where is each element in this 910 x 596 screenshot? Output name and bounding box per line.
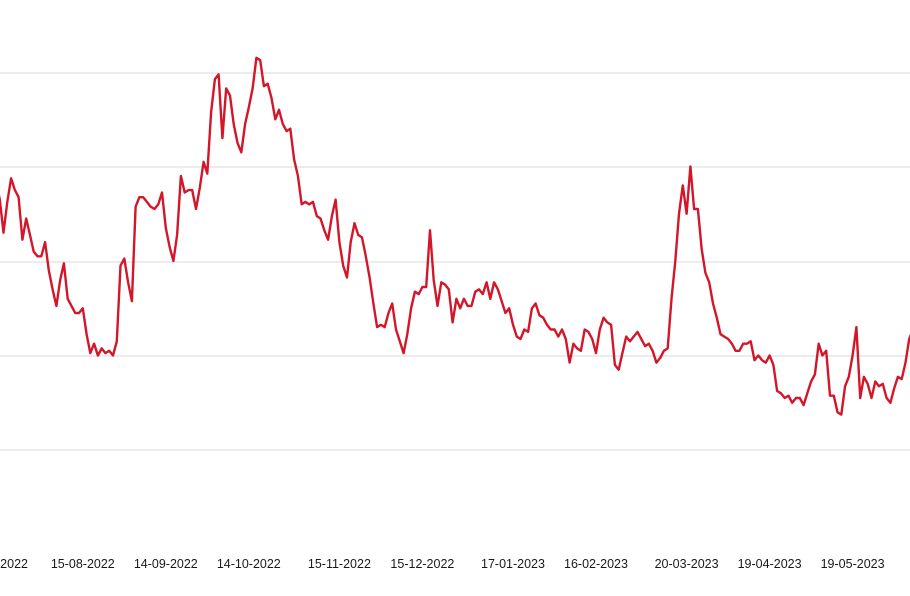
- x-tick-label: 14-10-2022: [217, 557, 281, 571]
- x-tick-label: 14-09-2022: [134, 557, 198, 571]
- x-tick-label: 16-02-2023: [564, 557, 628, 571]
- x-tick-label: 14-07-2022: [0, 557, 28, 571]
- series-line-0: [0, 56, 910, 416]
- x-axis-tick-labels: 14-07-2022 15-08-2022 14-09-2022 14-10-2022…: [0, 557, 885, 571]
- x-tick-label: 20-03-2023: [655, 557, 719, 571]
- x-tick-label: 15-12-2022: [390, 557, 454, 571]
- x-tick-label: 15-11-2022: [308, 557, 371, 571]
- x-tick-label: 19-04-2023: [738, 557, 802, 571]
- x-tick-label: 15-08-2022: [51, 557, 115, 571]
- x-tick-label: 17-01-2023: [481, 557, 545, 571]
- gridlines: [0, 72, 910, 451]
- x-tick-label: 19-05-2023: [821, 557, 885, 571]
- series-lines: [0, 56, 910, 416]
